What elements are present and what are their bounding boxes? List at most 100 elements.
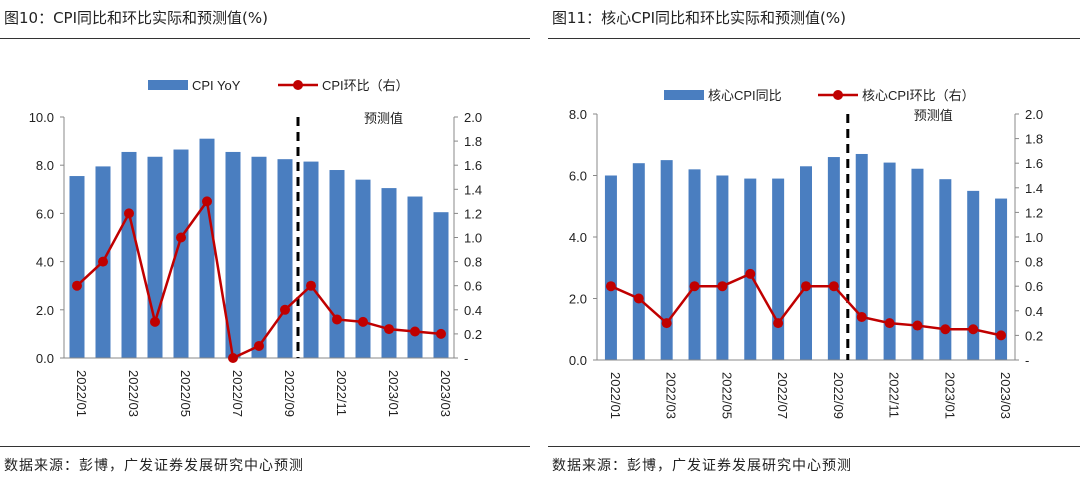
bar-2022/07 [225, 151, 241, 358]
top-divider [548, 38, 1080, 39]
line-point-2023/03 [436, 328, 446, 339]
y-right-tick-label: 1.2 [1025, 205, 1043, 220]
line-point-2022/04 [689, 281, 700, 292]
bar-2022/05 [173, 149, 189, 358]
data-source: 数据来源：彭博，广发证券发展研究中心预测 [4, 458, 304, 474]
x-tick-label: 2022/09 [282, 370, 297, 417]
line-point-2022/07 [228, 353, 238, 363]
bar-2023/01 [939, 179, 952, 360]
x-tick-label: 2023/03 [438, 370, 453, 417]
bar-2022/01 [604, 175, 617, 360]
x-tick-label: 2022/03 [126, 370, 141, 417]
y-right-tick-label: 1.6 [464, 158, 482, 173]
bar-2022/12 [355, 179, 371, 358]
legend-swatch-marker [293, 80, 303, 90]
y-left-tick-label: 4.0 [569, 230, 587, 245]
line-point-2022/06 [745, 268, 756, 279]
y-right-tick-label: - [1025, 353, 1029, 368]
legend-swatch-bar [148, 80, 188, 90]
x-tick-label: 2023/01 [942, 372, 957, 419]
line-point-2022/03 [124, 208, 134, 219]
y-right-tick-label: 1.0 [464, 231, 482, 246]
y-right-tick-label: 0.4 [464, 303, 482, 318]
bottom-divider [548, 446, 1080, 447]
bar-2022/05 [716, 175, 729, 360]
y-left-tick-label: 2.0 [569, 292, 587, 307]
bar-2022/11 [329, 170, 345, 358]
y-right-tick-label: 0.8 [464, 255, 482, 270]
bar-2023/02 [967, 190, 980, 360]
y-right-tick-label: 0.6 [464, 279, 482, 294]
x-tick-label: 2022/01 [608, 372, 623, 419]
bar-2022/04 [147, 156, 163, 358]
bar-2023/03 [995, 198, 1008, 360]
legend-label-bar: CPI YoY [192, 78, 241, 93]
y-left-tick-label: 6.0 [36, 206, 54, 221]
y-right-tick-label: - [464, 351, 468, 366]
line-point-2022/07 [773, 318, 784, 329]
y-right-tick-label: 0.4 [1025, 304, 1043, 319]
y-left-tick-label: 4.0 [36, 255, 54, 270]
line-point-2022/11 [332, 314, 342, 325]
forecast-label: 预测值 [914, 108, 953, 123]
y-right-tick-label: 2.0 [464, 110, 482, 125]
bar-2022/04 [688, 169, 701, 360]
bar-2022/08 [251, 156, 267, 358]
y-right-tick-label: 0.2 [1025, 328, 1043, 343]
line-point-2022/10 [856, 311, 867, 322]
bar-2022/03 [121, 151, 137, 358]
core-cpi-chart: 0.0 2.0 4.0 6.0 8.0 - 0.2 0.4 0.6 0.8 1.0 1.2 1.4 1.6… [569, 88, 1043, 419]
x-tick-label: 2022/07 [230, 370, 245, 417]
line-point-2022/01 [605, 281, 616, 292]
line-point-2022/10 [306, 280, 316, 291]
legend-label-line: 核心CPI环比（右） [862, 88, 975, 103]
x-tick-label: 2022/05 [178, 370, 193, 417]
x-tick-label: 2022/05 [719, 372, 734, 419]
bar-2022/03 [660, 160, 673, 360]
top-divider [0, 38, 530, 39]
chart-title: 图10：CPI同比和环比实际和预测值(%) [4, 9, 268, 27]
bar-2022/01 [69, 176, 85, 358]
line-point-2022/08 [254, 340, 264, 351]
bar-2022/11 [883, 162, 896, 360]
x-tick-label: 2022/11 [334, 370, 349, 416]
legend-swatch-bar [664, 90, 704, 100]
y-left-tick-label: 6.0 [569, 169, 587, 184]
forecast-label: 预测值 [364, 111, 403, 126]
y-left-tick-label: 0.0 [569, 353, 587, 368]
y-left-tick-label: 8.0 [569, 107, 587, 122]
y-right-tick-label: 2.0 [1025, 107, 1043, 122]
line-point-2023/01 [940, 324, 951, 335]
x-tick-label: 2022/03 [664, 372, 679, 419]
bar-2022/08 [800, 166, 812, 360]
line-point-2022/11 [884, 318, 895, 329]
line-point-2022/01 [72, 280, 82, 291]
bar-2022/02 [632, 163, 645, 360]
cpi-chart: 0.0 2.0 4.0 6.0 8.0 10.0 - 0.2 0.4 0.6 0.8 1.0 1.2 1.… [29, 78, 482, 417]
legend-label-bar: 核心CPI同比 [708, 88, 782, 103]
chart-panel-core-cpi: 图11：核心CPI同比和环比实际和预测值(%) 0.0 2.0 4.0 6.0 8.0 -… [548, 0, 1080, 487]
line-point-2022/03 [661, 318, 672, 329]
data-source: 数据来源：彭博，广发证券发展研究中心预测 [552, 458, 852, 474]
bar-2023/02 [407, 196, 423, 358]
y-right-tick-label: 1.2 [464, 206, 482, 221]
y-right-tick-label: 1.4 [1025, 181, 1043, 196]
legend-swatch-marker [833, 90, 843, 100]
line-point-2022/08 [801, 281, 811, 292]
bar-2023/03 [433, 212, 449, 358]
line-point-2023/03 [996, 330, 1007, 341]
line-point-2022/02 [633, 293, 644, 304]
bottom-divider [0, 446, 530, 447]
line-point-2022/09 [828, 281, 839, 292]
x-tick-label: 2022/11 [887, 372, 902, 418]
line-point-2022/05 [176, 232, 186, 243]
line-point-2022/05 [717, 281, 728, 292]
bar-2022/09 [277, 159, 293, 358]
y-left-tick-label: 10.0 [29, 110, 54, 125]
x-tick-label: 2022/01 [74, 370, 89, 417]
line-point-2022/02 [98, 256, 108, 267]
line-point-2023/01 [384, 324, 394, 335]
y-left-tick-label: 2.0 [36, 303, 54, 318]
bar-2022/10 [855, 153, 868, 360]
chart-title: 图11：核心CPI同比和环比实际和预测值(%) [552, 9, 846, 27]
